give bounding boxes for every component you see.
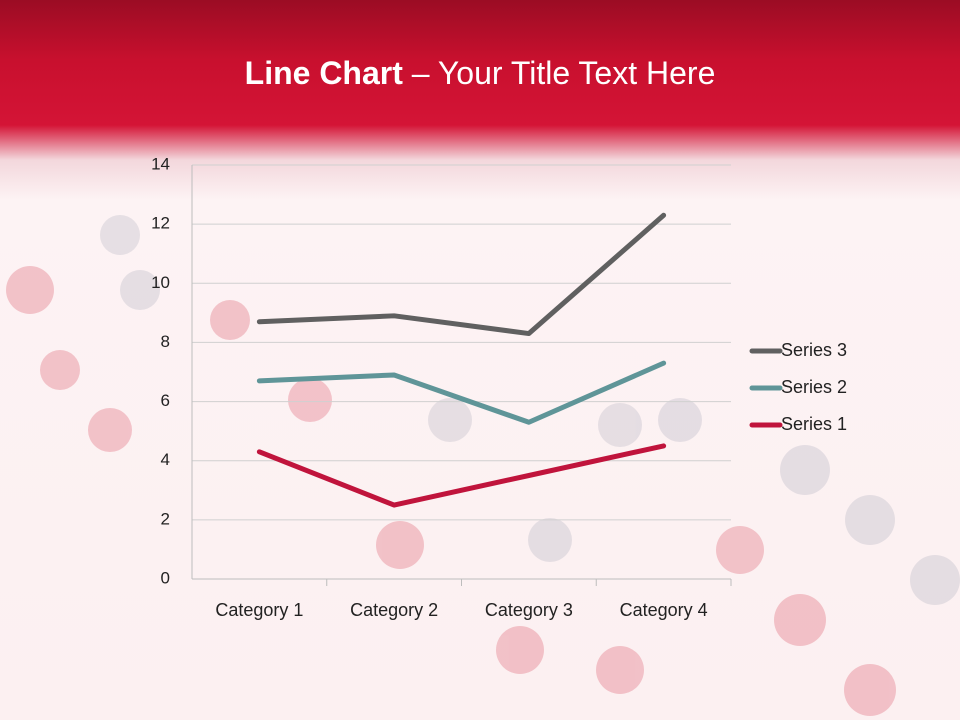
series-line <box>256 443 667 508</box>
x-tick-label: Category 3 <box>485 600 573 620</box>
y-tick-label: 8 <box>161 332 170 351</box>
decoration <box>6 215 960 716</box>
title-emphasis: Line Chart <box>245 55 404 91</box>
title-text: – Your Title Text Here <box>412 55 716 91</box>
legend-label: Series 3 <box>781 340 847 360</box>
y-tick-label: 0 <box>161 568 170 587</box>
y-tick-label: 12 <box>151 214 170 233</box>
slide-title: Line Chart – Your Title Text Here <box>245 55 716 91</box>
y-tick-label: 10 <box>151 273 170 292</box>
series-line <box>256 212 667 337</box>
y-tick-label: 14 <box>151 154 170 173</box>
series-line <box>256 360 667 425</box>
legend-label: Series 1 <box>781 414 847 434</box>
x-tick-label: Category 4 <box>620 600 708 620</box>
y-tick-label: 2 <box>161 509 170 528</box>
y-tick-label: 6 <box>161 391 170 410</box>
x-tick-label: Category 2 <box>350 600 438 620</box>
x-tick-label: Category 1 <box>215 600 303 620</box>
y-tick-label: 4 <box>161 450 170 469</box>
legend-label: Series 2 <box>781 377 847 397</box>
